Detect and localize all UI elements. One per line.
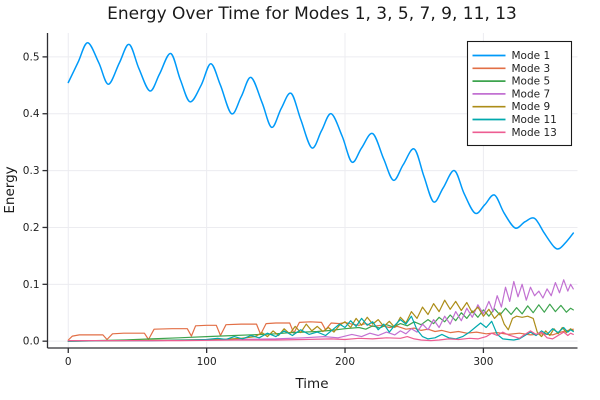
y-axis-label: Energy — [2, 166, 18, 213]
legend-entry-mode-13: Mode 13 — [472, 127, 557, 139]
legend-label: Mode 7 — [512, 88, 551, 100]
legend-label: Mode 5 — [512, 76, 551, 88]
legend-label: Mode 1 — [512, 50, 551, 62]
legend-entry-mode-1: Mode 1 — [472, 50, 551, 62]
series-line-mode-7 — [67, 279, 574, 342]
y-tick-label: 0.2 — [23, 222, 40, 234]
series-line-mode-5 — [67, 303, 574, 342]
legend-label: Mode 11 — [512, 114, 557, 126]
x-axis-label: Time — [294, 376, 328, 392]
legend-entry-mode-5: Mode 5 — [472, 76, 551, 88]
chart-title: Energy Over Time for Modes 1, 3, 5, 7, 9… — [107, 4, 517, 24]
y-tick-label: 0.3 — [23, 165, 40, 177]
x-tick-label: 100 — [197, 356, 217, 368]
series-line-mode-3 — [67, 321, 574, 341]
plot-series — [67, 41, 575, 342]
y-tick-label: 0.5 — [23, 51, 40, 63]
legend-label: Mode 3 — [512, 63, 551, 75]
x-tick-label: 200 — [335, 356, 355, 368]
x-tick-label: 0 — [65, 356, 72, 368]
tick-labels: 0.0 0.1 0.2 0.3 0.4 0.5 0 100 200 300 — [23, 51, 494, 368]
legend-entry-mode-9: Mode 9 — [472, 101, 551, 113]
legend-label: Mode 9 — [512, 101, 551, 113]
axes — [42, 33, 578, 353]
series-line-mode-13 — [67, 330, 574, 342]
legend-entry-mode-3: Mode 3 — [472, 63, 551, 75]
y-tick-label: 0.4 — [23, 108, 40, 120]
gridlines — [47, 33, 578, 348]
legend-entry-mode-11: Mode 11 — [472, 114, 557, 126]
y-tick-label: 0.0 — [23, 336, 40, 348]
series-line-mode-1 — [67, 41, 575, 250]
series-line-mode-11 — [67, 315, 574, 342]
x-tick-label: 300 — [473, 356, 493, 368]
y-tick-label: 0.1 — [23, 279, 40, 291]
legend-label: Mode 13 — [512, 127, 557, 139]
legend-entry-mode-7: Mode 7 — [472, 88, 551, 100]
